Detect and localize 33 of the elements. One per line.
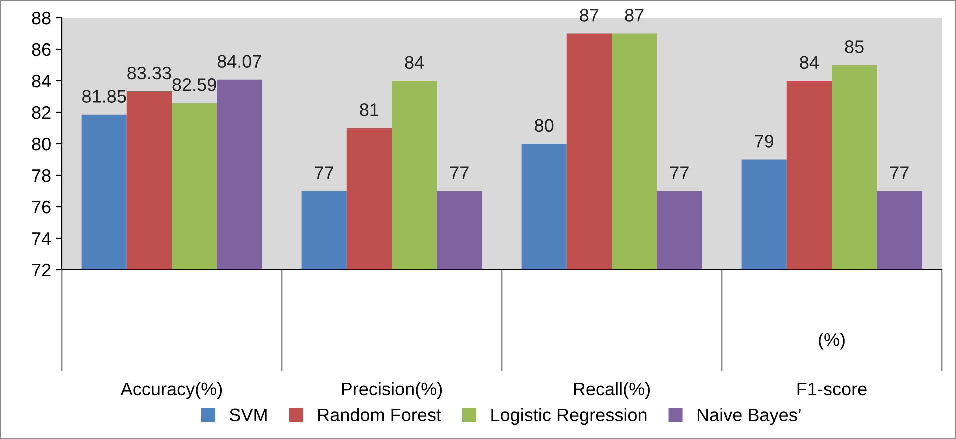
x-tick-label: Precision(%) (342, 382, 442, 400)
data-label: 81 (360, 104, 379, 116)
y-tick-label: 76 (32, 200, 51, 214)
data-label: 82.59 (172, 78, 216, 92)
y-tick-label: 72 (32, 264, 51, 277)
data-label: 83.33 (128, 66, 172, 80)
data-label: 80 (535, 119, 554, 132)
y-tick-label: 86 (32, 43, 51, 56)
y-tick-label: 82 (32, 106, 51, 120)
y-tick-label: 84 (32, 74, 52, 88)
y-tick-label: 74 (32, 232, 52, 246)
data-label: 77 (315, 166, 334, 180)
data-label: 79 (755, 135, 774, 148)
legend-label: Naive Bayes’ (698, 408, 801, 426)
y-tick-label: 78 (32, 169, 51, 182)
data-label: 77 (670, 166, 689, 180)
data-label: 84 (800, 56, 819, 70)
legend-label: Random Forest (318, 408, 442, 422)
x-tick-label: Recall(%) (574, 382, 650, 400)
y-tick-label: 80 (32, 138, 51, 151)
y-tick-label: 88 (32, 12, 51, 25)
data-label: 84 (405, 56, 424, 70)
x-tick-label: Accuracy(%) (120, 382, 222, 400)
data-label: 77 (450, 166, 469, 180)
data-label: 87 (625, 9, 644, 22)
data-label: 84.07 (218, 55, 262, 68)
data-label: 85 (845, 40, 864, 54)
legend-label: Logistic Regression (492, 408, 647, 426)
legend-label: SVM (230, 408, 267, 422)
data-label: 81.85 (82, 90, 126, 103)
category-label: (%) F1-score (798, 332, 867, 396)
data-label: 87 (580, 9, 599, 22)
data-label: 77 (890, 166, 909, 180)
